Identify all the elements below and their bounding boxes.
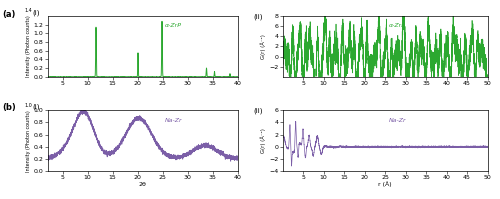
Text: (ii): (ii) — [254, 14, 264, 20]
Text: 1.0: 1.0 — [24, 103, 32, 108]
Y-axis label: G(r) (Å⁻²): G(r) (Å⁻²) — [260, 128, 266, 153]
X-axis label: 2θ: 2θ — [138, 182, 146, 187]
Text: α-ZrP: α-ZrP — [389, 23, 406, 28]
X-axis label: r (Å): r (Å) — [378, 182, 392, 187]
Y-axis label: Intensity (Photon counts): Intensity (Photon counts) — [26, 110, 32, 172]
Y-axis label: Intensity (Photon counts): Intensity (Photon counts) — [26, 16, 32, 77]
Text: (a): (a) — [2, 10, 16, 19]
Text: 1.4: 1.4 — [24, 9, 32, 14]
Y-axis label: G(r) (Å⁻²): G(r) (Å⁻²) — [260, 34, 266, 59]
Text: α-ZrP: α-ZrP — [166, 23, 182, 28]
Text: (ii): (ii) — [254, 108, 264, 114]
Text: (i): (i) — [32, 10, 40, 17]
Text: (b): (b) — [2, 103, 16, 112]
Text: (i): (i) — [32, 103, 40, 110]
Text: Na-Zr: Na-Zr — [389, 118, 406, 123]
Text: Na-Zr: Na-Zr — [166, 118, 183, 123]
